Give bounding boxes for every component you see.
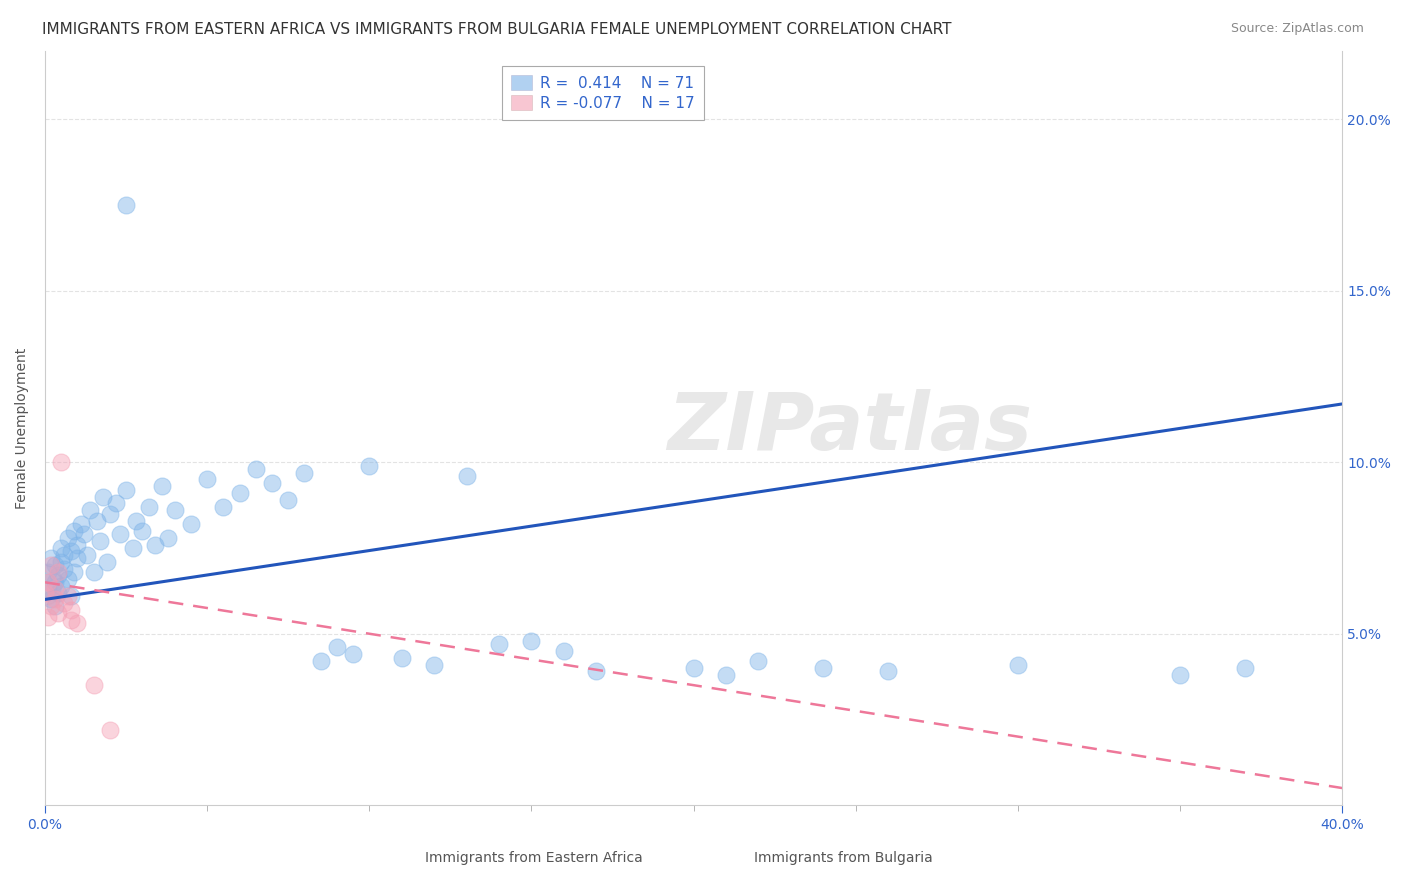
- Point: [125, 514, 148, 528]
- Point: [180, 516, 202, 531]
- Point: [89, 534, 111, 549]
- Point: [41, 558, 63, 573]
- Point: [131, 524, 153, 538]
- Point: [553, 644, 575, 658]
- Point: [456, 469, 478, 483]
- Point: [59, 544, 82, 558]
- Point: [44, 558, 66, 573]
- Point: [195, 472, 218, 486]
- Point: [41, 551, 63, 566]
- Point: [157, 531, 180, 545]
- Point: [59, 603, 82, 617]
- Point: [44, 582, 66, 596]
- Point: [245, 462, 267, 476]
- Point: [488, 637, 510, 651]
- Point: [46, 565, 69, 579]
- Point: [115, 483, 138, 497]
- Text: Immigrants from Bulgaria: Immigrants from Bulgaria: [754, 851, 934, 865]
- Point: [682, 661, 704, 675]
- Point: [150, 479, 173, 493]
- Text: IMMIGRANTS FROM EASTERN AFRICA VS IMMIGRANTS FROM BULGARIA FEMALE UNEMPLOYMENT C: IMMIGRANTS FROM EASTERN AFRICA VS IMMIGR…: [42, 22, 952, 37]
- Point: [51, 555, 73, 569]
- Point: [163, 503, 186, 517]
- Point: [51, 455, 73, 469]
- Point: [76, 548, 98, 562]
- Y-axis label: Female Unemployment: Female Unemployment: [15, 347, 30, 508]
- Point: [51, 541, 73, 555]
- Point: [1233, 661, 1256, 675]
- Point: [37, 609, 59, 624]
- Point: [260, 475, 283, 490]
- Point: [41, 592, 63, 607]
- Point: [1168, 668, 1191, 682]
- Point: [359, 458, 381, 473]
- Point: [37, 582, 59, 596]
- Point: [66, 537, 89, 551]
- Point: [813, 661, 835, 675]
- Point: [423, 657, 446, 672]
- Point: [143, 537, 166, 551]
- Point: [747, 654, 769, 668]
- Point: [105, 496, 128, 510]
- Point: [115, 198, 138, 212]
- Point: [59, 589, 82, 603]
- Point: [96, 555, 118, 569]
- Point: [326, 640, 349, 655]
- Point: [56, 572, 79, 586]
- Point: [34, 585, 56, 599]
- Point: [79, 503, 101, 517]
- Point: [63, 524, 86, 538]
- Point: [1007, 657, 1029, 672]
- Point: [34, 582, 56, 596]
- Point: [53, 596, 76, 610]
- Point: [342, 648, 364, 662]
- Point: [277, 492, 299, 507]
- Point: [59, 613, 82, 627]
- Point: [93, 490, 115, 504]
- Point: [73, 527, 96, 541]
- Point: [44, 599, 66, 614]
- Point: [37, 575, 59, 590]
- Point: [63, 565, 86, 579]
- Point: [138, 500, 160, 514]
- Point: [877, 665, 900, 679]
- Point: [53, 561, 76, 575]
- Point: [98, 723, 121, 737]
- Text: ZIPatlas: ZIPatlas: [666, 389, 1032, 467]
- Point: [83, 565, 105, 579]
- Point: [34, 575, 56, 590]
- Point: [66, 616, 89, 631]
- Point: [98, 507, 121, 521]
- Point: [121, 541, 143, 555]
- Point: [391, 650, 413, 665]
- Point: [714, 668, 737, 682]
- Text: Immigrants from Eastern Africa: Immigrants from Eastern Africa: [426, 851, 643, 865]
- Point: [51, 579, 73, 593]
- Point: [66, 551, 89, 566]
- Point: [69, 516, 91, 531]
- Point: [56, 531, 79, 545]
- Point: [585, 665, 607, 679]
- Point: [212, 500, 235, 514]
- Point: [44, 592, 66, 607]
- Text: Source: ZipAtlas.com: Source: ZipAtlas.com: [1230, 22, 1364, 36]
- Point: [108, 527, 131, 541]
- Point: [228, 486, 250, 500]
- Point: [46, 568, 69, 582]
- Point: [53, 548, 76, 562]
- Point: [46, 585, 69, 599]
- Point: [37, 565, 59, 579]
- Point: [309, 654, 332, 668]
- Legend: R =  0.414    N = 71, R = -0.077    N = 17: R = 0.414 N = 71, R = -0.077 N = 17: [502, 66, 704, 120]
- Point: [46, 606, 69, 620]
- Point: [86, 514, 108, 528]
- Point: [44, 575, 66, 590]
- Point: [294, 466, 316, 480]
- Point: [83, 678, 105, 692]
- Point: [41, 599, 63, 614]
- Point: [56, 589, 79, 603]
- Point: [520, 633, 543, 648]
